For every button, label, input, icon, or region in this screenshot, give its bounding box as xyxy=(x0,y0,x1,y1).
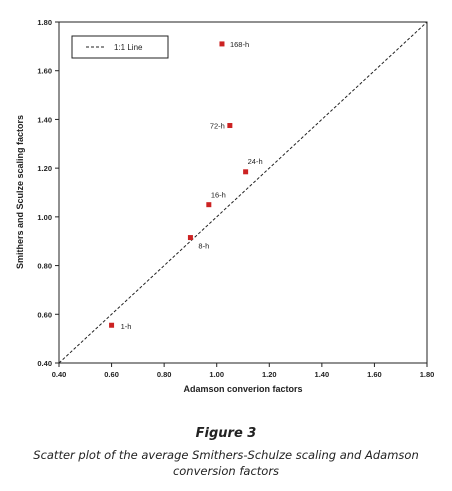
legend-box xyxy=(71,35,169,59)
point-label-8-h: 8-h xyxy=(198,242,209,251)
legend-label: 1:1 Line xyxy=(114,43,143,52)
x-tick-label: 1.20 xyxy=(262,370,277,379)
figure-caption: Scatter plot of the average Smithers-Sch… xyxy=(33,448,419,478)
x-tick-label: 1.60 xyxy=(367,370,382,379)
x-tick-label: 0.60 xyxy=(104,370,119,379)
x-tick-label: 1.00 xyxy=(209,370,224,379)
y-tick-label: 0.80 xyxy=(37,262,52,271)
figure-title: Figure 3 xyxy=(195,426,257,441)
y-tick-label: 1.00 xyxy=(37,213,52,222)
data-points: 1-h 8-h 16-h 24-h 72-h 168-h xyxy=(109,40,263,331)
x-tick-label: 1.80 xyxy=(420,370,435,379)
x-axis-title: Adamson converion factors xyxy=(183,384,302,394)
y-axis-title: Smithers and Sculze scaling factors xyxy=(15,115,25,269)
point-label-1-h: 1-h xyxy=(121,322,132,331)
data-point-1-h xyxy=(109,322,115,328)
data-point-24-h xyxy=(243,169,249,175)
data-point-8-h xyxy=(187,235,193,241)
y-tick-label: 0.60 xyxy=(37,310,52,319)
y-tick-label: 1.80 xyxy=(37,18,52,27)
x-tick-label: 0.40 xyxy=(52,370,67,379)
data-point-72-h xyxy=(227,123,233,129)
y-tick-label: 1.40 xyxy=(37,115,52,124)
y-axis: 0.40 0.60 0.80 1.00 1.20 1.40 1.60 1.80 xyxy=(37,18,59,368)
data-point-168-h xyxy=(219,41,225,47)
legend: 1:1 Line xyxy=(71,35,169,59)
point-label-72-h: 72-h xyxy=(210,122,225,131)
y-tick-label: 1.60 xyxy=(37,67,52,76)
data-point-16-h xyxy=(206,202,212,208)
x-tick-label: 1.40 xyxy=(315,370,330,379)
y-tick-label: 1.20 xyxy=(37,164,52,173)
y-tick-label: 0.40 xyxy=(37,359,52,368)
x-axis: 0.40 0.60 0.80 1.00 1.20 1.40 1.60 1.80 xyxy=(52,363,435,379)
point-label-16-h: 16-h xyxy=(211,191,226,200)
x-tick-label: 0.80 xyxy=(157,370,172,379)
scatter-chart: 0.40 0.60 0.80 1.00 1.20 1.40 1.60 1.80 0.40 0.6… xyxy=(15,18,435,394)
one-to-one-line xyxy=(58,21,428,364)
point-label-168-h: 168-h xyxy=(230,40,249,49)
point-label-24-h: 24-h xyxy=(248,157,263,166)
